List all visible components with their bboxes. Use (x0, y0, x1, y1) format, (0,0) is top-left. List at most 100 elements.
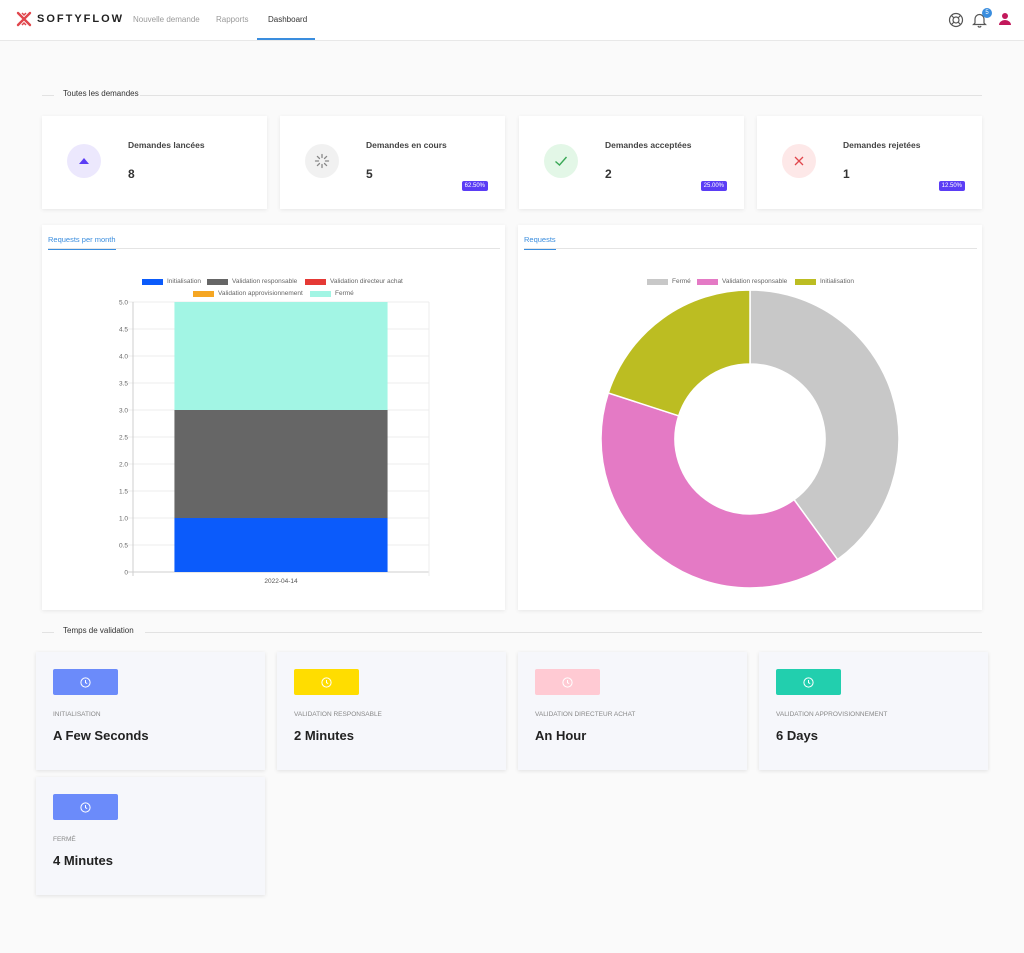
legend-swatch (142, 278, 163, 285)
check-icon (544, 144, 578, 178)
legend-swatch (305, 278, 326, 285)
legend-label: Validation directeur achat (330, 278, 403, 285)
user-icon[interactable] (998, 12, 1012, 26)
clock-icon (776, 669, 841, 695)
donut-chart (600, 289, 900, 589)
clock-icon (53, 794, 118, 820)
time-label: Fermé (53, 836, 76, 843)
bar-segment (174, 410, 388, 518)
tab-requests-per-month[interactable]: Requests per month (48, 235, 116, 250)
donut-slice (600, 392, 839, 589)
time-label: Validation directeur achat (535, 711, 636, 718)
legend-swatch (795, 278, 816, 285)
bar-chart-panel: Requests per month Initialisation Valida… (42, 225, 505, 610)
nav-dashboard[interactable]: Dashboard (268, 15, 308, 24)
divider (42, 95, 54, 96)
legend-swatch (647, 278, 668, 285)
legend-item[interactable]: Validation responsable (697, 278, 787, 285)
y-tick-label: 3.5 (119, 381, 128, 388)
legend-swatch (207, 278, 228, 285)
legend-label: Fermé (672, 278, 691, 285)
stat-label: Demandes en cours (366, 140, 447, 150)
time-card-validation-responsable[interactable]: Validation responsable 2 Minutes (277, 652, 506, 770)
time-card-initialisation[interactable]: Initialisation A Few Seconds (36, 652, 265, 770)
section-title: Temps de validation (63, 626, 140, 635)
divider (524, 248, 977, 249)
spinner-icon (305, 144, 339, 178)
x-tick-label: 2022-04-14 (264, 578, 298, 585)
donut-slice (749, 289, 900, 561)
time-label: Validation approvisionnement (776, 711, 888, 718)
legend-item[interactable]: Validation directeur achat (305, 278, 403, 285)
legend-item[interactable]: Fermé (647, 278, 691, 285)
divider (48, 248, 500, 249)
legend-swatch (193, 290, 214, 297)
percent-badge: 12.50% (938, 181, 965, 191)
help-icon[interactable] (948, 12, 964, 28)
tab-requests[interactable]: Requests (524, 235, 556, 250)
time-card-validation-approvisionnement[interactable]: Validation approvisionnement 6 Days (759, 652, 988, 770)
time-value: 6 Days (776, 728, 818, 743)
time-card-validation-directeur-achat[interactable]: Validation directeur achat An Hour (518, 652, 747, 770)
legend-label: Validation responsable (232, 278, 298, 285)
percent-badge: 62.50% (461, 181, 488, 191)
donut-slice (607, 289, 751, 417)
bar-segment (174, 518, 388, 572)
legend-label: Fermé (335, 290, 354, 297)
nav-rapports[interactable]: Rapports (216, 15, 249, 24)
legend-item[interactable]: Initialisation (795, 278, 854, 285)
legend-label: Initialisation (167, 278, 201, 285)
y-tick-label: 2.0 (119, 462, 128, 469)
brand-name: SOFTYFLOW (37, 13, 125, 25)
donut-chart-panel: Requests Fermé Validation responsable In… (518, 225, 982, 610)
time-value: 4 Minutes (53, 853, 113, 868)
section-validation: Temps de validation (42, 626, 982, 638)
legend-label: Validation approvisionnement (218, 290, 303, 297)
y-tick-label: 5.0 (119, 300, 128, 307)
stat-label: Demandes acceptées (605, 140, 692, 150)
y-tick-label: 1.5 (119, 489, 128, 496)
stat-value: 8 (128, 167, 135, 181)
divider (145, 632, 982, 633)
nav-nouvelle-demande[interactable]: Nouvelle demande (133, 15, 200, 24)
y-tick-label: 3.0 (119, 408, 128, 415)
legend-item[interactable]: Fermé (310, 290, 354, 297)
y-tick-label: 0 (124, 570, 128, 577)
time-card-ferme[interactable]: Fermé 4 Minutes (36, 777, 265, 895)
y-tick-label: 4.0 (119, 354, 128, 361)
notification-badge: 5 (982, 8, 992, 18)
arrow-up-icon (67, 144, 101, 178)
legend-label: Validation responsable (722, 278, 788, 285)
bar-segment (174, 302, 388, 410)
divider (42, 632, 54, 633)
legend-item[interactable]: Initialisation (142, 278, 201, 285)
time-label: Initialisation (53, 711, 101, 718)
section-demandes: Toutes les demandes (42, 89, 982, 101)
legend-swatch (310, 290, 331, 297)
time-value: A Few Seconds (53, 728, 149, 743)
divider (140, 95, 982, 96)
y-tick-label: 2.5 (119, 435, 128, 442)
legend-item[interactable]: Validation responsable (207, 278, 297, 285)
logo-icon (16, 11, 32, 27)
stat-card-rejetees[interactable]: Demandes rejetées 1 12.50% (757, 116, 982, 209)
stat-label: Demandes lancées (128, 140, 205, 150)
stat-card-en-cours[interactable]: Demandes en cours 5 62.50% (280, 116, 505, 209)
time-value: 2 Minutes (294, 728, 354, 743)
brand-logo[interactable]: SOFTYFLOW (16, 11, 124, 27)
percent-badge: 25.00% (700, 181, 727, 191)
y-tick-label: 4.5 (119, 327, 128, 334)
top-navbar: SOFTYFLOW Nouvelle demande Rapports Dash… (0, 0, 1024, 41)
stat-value: 5 (366, 167, 373, 181)
nav-active-indicator (257, 38, 315, 40)
stat-value: 1 (843, 167, 850, 181)
stat-card-acceptees[interactable]: Demandes acceptées 2 25.00% (519, 116, 744, 209)
legend-label: Initialisation (820, 278, 854, 285)
legend-item[interactable]: Validation approvisionnement (193, 290, 303, 297)
stat-card-lancees[interactable]: Demandes lancées 8 (42, 116, 267, 209)
x-icon (782, 144, 816, 178)
stat-label: Demandes rejetées (843, 140, 921, 150)
clock-icon (535, 669, 600, 695)
clock-icon (53, 669, 118, 695)
bell-icon[interactable] (972, 12, 987, 28)
